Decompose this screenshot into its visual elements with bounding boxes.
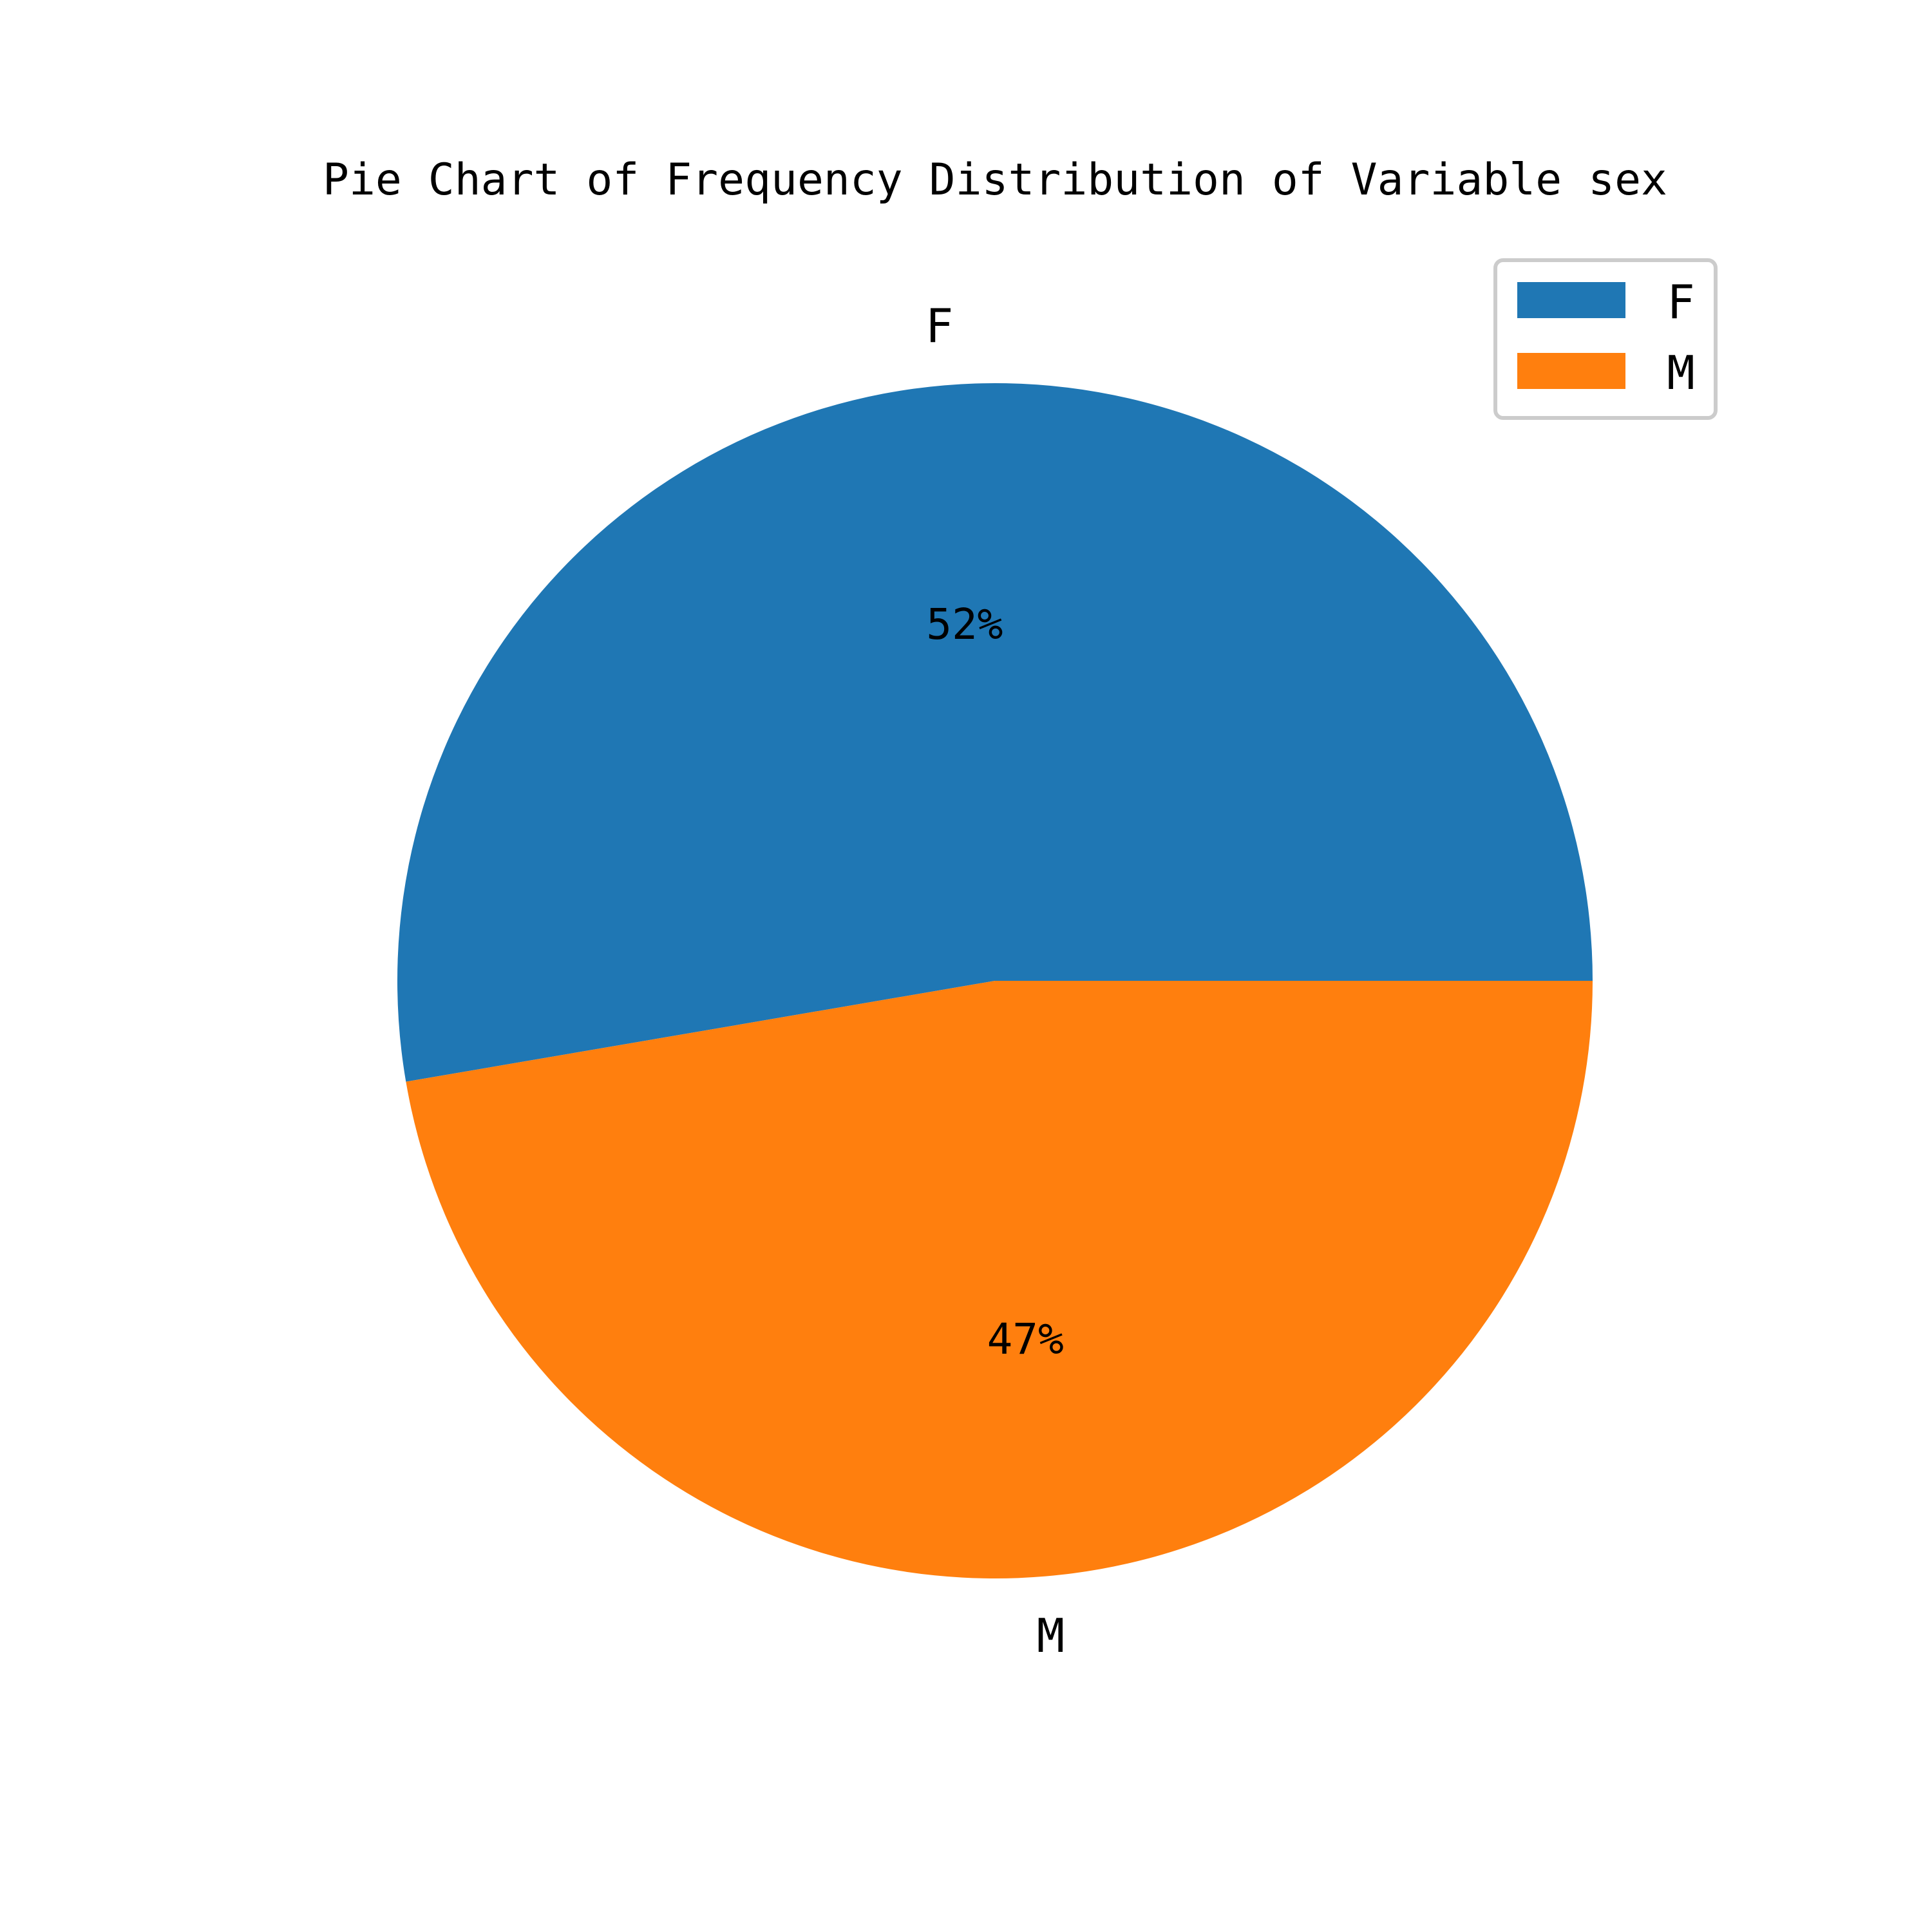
- legend-label-f: F: [1667, 275, 1694, 329]
- pie-slice-m: [406, 981, 1593, 1579]
- legend-swatch-m: [1517, 353, 1625, 389]
- legend-swatch-f: [1517, 282, 1625, 318]
- chart-title: Pie Chart of Frequency Distribution of V…: [323, 155, 1667, 205]
- slice-label-f: F: [925, 299, 953, 353]
- legend-label-m: M: [1667, 346, 1694, 400]
- slice-percent-f: 52%: [926, 600, 1003, 649]
- pie-slice-f: [397, 383, 1593, 1082]
- slice-percent-m: 47%: [987, 1314, 1064, 1364]
- pie-slices: [397, 383, 1593, 1579]
- pie-labels: F 52% M 47%: [925, 299, 1065, 1663]
- slice-label-m: M: [1037, 1609, 1065, 1663]
- legend: F M: [1493, 258, 1718, 420]
